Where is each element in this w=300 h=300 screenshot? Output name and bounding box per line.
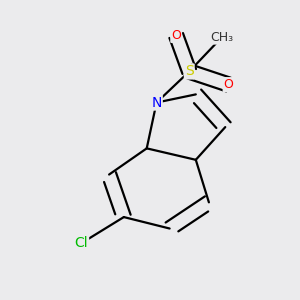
Text: N: N	[152, 96, 162, 110]
Text: O: O	[224, 78, 233, 91]
Text: Cl: Cl	[74, 236, 88, 250]
Text: O: O	[171, 29, 181, 42]
Text: S: S	[185, 64, 194, 79]
Text: CH₃: CH₃	[210, 31, 233, 44]
